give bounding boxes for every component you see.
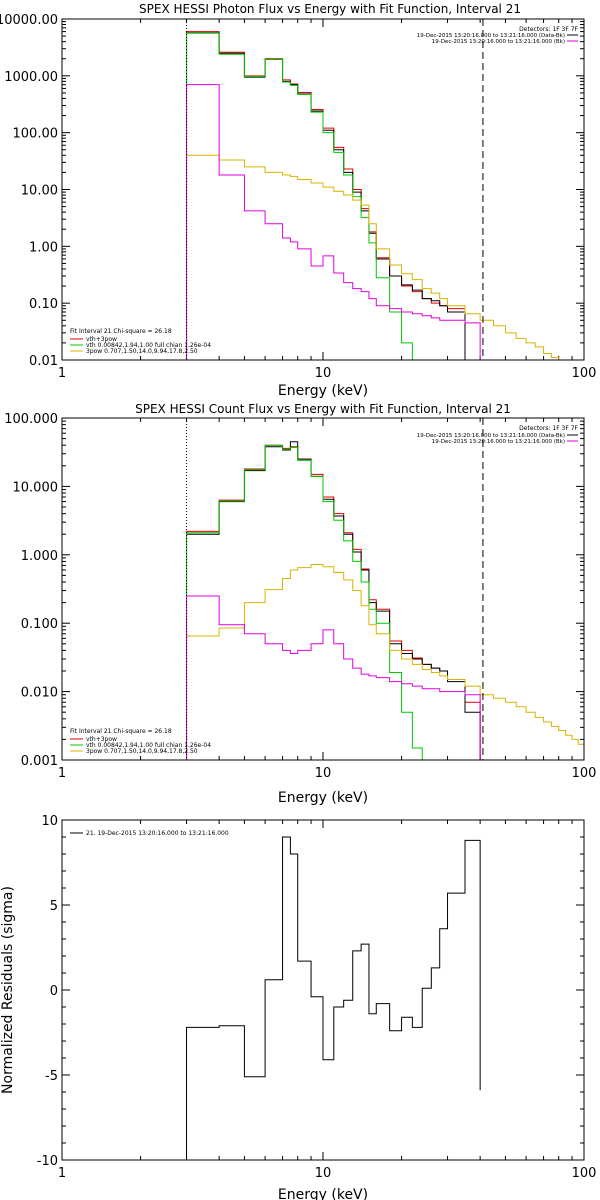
photon-y-tick-label: 100.00 xyxy=(13,127,59,142)
photon-data-interval-text: 19-Dec-2015 13:20:16.000 to 13:21:16.000… xyxy=(417,33,565,39)
count-y-tick-label: 0.100 xyxy=(21,617,58,632)
residuals-legend-text: 21. 19-Dec-2015 13:20:16.000 to 13:21:16… xyxy=(86,830,229,837)
count-bk-interval-text: 19-Dec-2015 13:20:16.000 to 13:21:16.000… xyxy=(432,439,565,445)
residuals-y-tick-label: 5 xyxy=(50,899,58,914)
photon-series-red xyxy=(186,31,466,360)
count-y-tick-label: 100.000 xyxy=(4,412,58,427)
photon-detectors-text: Detectors: 1F 3F 7F xyxy=(519,26,578,33)
count-series-black xyxy=(186,441,481,760)
count-series-red xyxy=(186,444,481,760)
residuals-x-tick-label: 100 xyxy=(572,1166,597,1181)
residuals-y-tick-label: -5 xyxy=(45,1069,58,1084)
photon-x-tick-label: 100 xyxy=(572,366,597,381)
residuals-series-black xyxy=(186,836,481,1160)
photon-series-black xyxy=(186,32,466,360)
photon-x-tick-label: 1 xyxy=(58,366,66,381)
count-x-axis-label: Energy (keV) xyxy=(278,790,368,806)
residuals-legend: 21. 19-Dec-2015 13:20:16.000 to 13:21:16… xyxy=(70,830,229,837)
photon-y-tick-label: 0.01 xyxy=(29,354,58,369)
photon-x-axis-label: Energy (keV) xyxy=(278,383,368,399)
photon-chart-title: SPEX HESSI Photon Flux vs Energy with Fi… xyxy=(139,2,521,16)
count-flux-panel: SPEX HESSI Count Flux vs Energy with Fit… xyxy=(4,402,596,806)
count-legend-yellow-text: 3pow 0.707,1.50,14.0,9.94,17.8,2.50 xyxy=(86,748,198,755)
photon-info-box: Detectors: 1F 3F 7F 19-Dec-2015 13:20:16… xyxy=(417,26,579,45)
photon-y-tick-label: 10000.00 xyxy=(0,13,58,28)
count-x-tick-label: 10 xyxy=(315,766,332,781)
count-y-tick-label: 0.001 xyxy=(21,754,58,769)
photon-plot-frame xyxy=(61,18,585,361)
count-info-box: Detectors: 1F 3F 7F 19-Dec-2015 13:20:16… xyxy=(417,425,579,445)
count-legend-green-text: vth 0.00842,1.94,1.00 full chian 1.26e-0… xyxy=(86,742,211,749)
count-legend-fit-text: Fit Interval 21 Chi-square = 26.18 xyxy=(70,728,172,735)
photon-y-tick-label: 1000.00 xyxy=(4,70,58,85)
count-series-yellow xyxy=(186,564,585,760)
photon-series-magenta xyxy=(186,84,494,361)
photon-legend: Fit Interval 21 Chi-square = 26.18 vth+3… xyxy=(70,328,211,355)
count-series-green xyxy=(186,444,432,761)
residuals-panel: 10 5 0 -5 -10 1 10 100 Energy (keV) Normalized… xyxy=(0,814,596,1200)
count-legend-red-text: vth+3pow xyxy=(86,736,117,743)
photon-legend-green-text: vth 0.00842,1.94,1.00 full chian 1.26e-0… xyxy=(86,342,211,349)
residuals-y-axis-label: Normalized Residuals (sigma) xyxy=(0,886,16,1094)
count-series-magenta xyxy=(186,595,494,761)
photon-y-tick-label: 10.00 xyxy=(21,184,58,199)
photon-series-green xyxy=(186,32,423,361)
photon-x-tick-label: 10 xyxy=(315,366,332,381)
count-x-tick-label: 1 xyxy=(58,766,66,781)
count-data-interval-text: 19-Dec-2015 13:20:16.000 to 13:21:16.000… xyxy=(417,433,565,439)
count-plot-frame xyxy=(61,417,585,761)
count-x-tick-label: 100 xyxy=(572,766,597,781)
photon-bk-interval-text: 19-Dec-2015 13:20:16.000 to 13:21:16.000… xyxy=(432,39,565,45)
photon-legend-red-text: vth+3pow xyxy=(86,336,117,343)
residuals-y-tick-label: 10 xyxy=(41,814,58,829)
residuals-x-tick-label: 1 xyxy=(58,1166,66,1181)
count-y-tick-label: 0.010 xyxy=(21,686,58,701)
count-chart-title: SPEX HESSI Count Flux vs Energy with Fit… xyxy=(135,402,511,416)
count-y-tick-label: 10.000 xyxy=(13,480,59,495)
residuals-x-tick-label: 10 xyxy=(315,1166,332,1181)
photon-flux-panel: SPEX HESSI Photon Flux vs Energy with Fi… xyxy=(0,2,596,399)
count-legend: Fit Interval 21 Chi-square = 26.18 vth+3… xyxy=(70,728,211,755)
photon-y-tick-label: 1.00 xyxy=(29,240,58,255)
photon-y-tick-label: 0.10 xyxy=(29,297,58,312)
photon-legend-yellow-text: 3pow 0.707,1.50,14.0,9.94,17.8,2.50 xyxy=(86,348,198,355)
photon-series-yellow xyxy=(186,154,560,360)
count-y-tick-label: 1.000 xyxy=(21,549,58,564)
residuals-y-tick-label: 0 xyxy=(50,984,58,999)
residuals-plot-frame xyxy=(61,819,585,1161)
photon-legend-fit-text: Fit Interval 21 Chi-square = 26.18 xyxy=(70,328,172,335)
residuals-y-tick-label: -10 xyxy=(37,1154,58,1169)
count-detectors-text: Detectors: 1F 3F 7F xyxy=(519,425,578,432)
residuals-x-axis-label: Energy (keV) xyxy=(278,1187,368,1200)
